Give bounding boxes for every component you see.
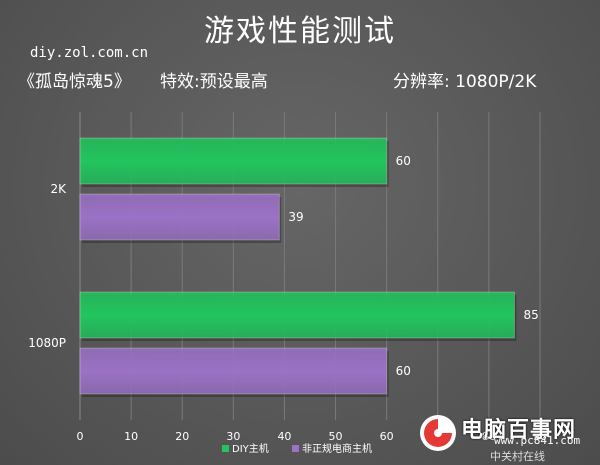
legend-swatch <box>222 445 229 452</box>
game-name: 《孤岛惊魂5》 <box>18 72 131 92</box>
watermark-url: www.pc841.com <box>494 434 581 447</box>
x-tick-label: 10 <box>124 430 138 443</box>
bar <box>79 347 388 395</box>
watermark: 电脑百事网 www.pc841.com 中关村在线 <box>416 410 600 465</box>
category-label: 2K <box>50 182 67 196</box>
watermark-name: 电脑百事网 <box>461 418 577 443</box>
x-tick-label: 30 <box>226 430 240 443</box>
bar-value-label: 85 <box>523 308 538 322</box>
bar-value-label: 39 <box>288 210 303 224</box>
bar <box>79 193 280 241</box>
x-tick-label: 80 <box>482 430 496 443</box>
legend-swatch <box>292 445 299 452</box>
bar-value-label: 60 <box>396 154 411 168</box>
x-tick-label: 60 <box>380 430 394 443</box>
bar-value-label: 60 <box>396 364 411 378</box>
x-tick-label: 50 <box>329 430 343 443</box>
pc841-logo-icon <box>420 415 456 451</box>
bar <box>79 137 388 185</box>
resolution-setting: 分辨率: 1080P/2K <box>393 72 537 92</box>
site-url: diy.zol.com.cn <box>30 45 149 61</box>
legend-label: 非正规电商主机 <box>302 442 372 455</box>
x-tick-label: 20 <box>175 430 189 443</box>
legend-label: DIY主机 <box>232 442 269 455</box>
x-tick-label: 40 <box>277 430 291 443</box>
bar <box>79 291 515 339</box>
x-tick-label: 0 <box>77 430 84 443</box>
chart-title: 游戏性能测试 <box>204 14 396 49</box>
category-label: 1080P <box>28 336 66 350</box>
x-tick-label: 90 <box>533 430 547 443</box>
effect-setting: 特效:预设最高 <box>160 72 268 92</box>
watermark-sub: 中关村在线 <box>490 450 545 463</box>
